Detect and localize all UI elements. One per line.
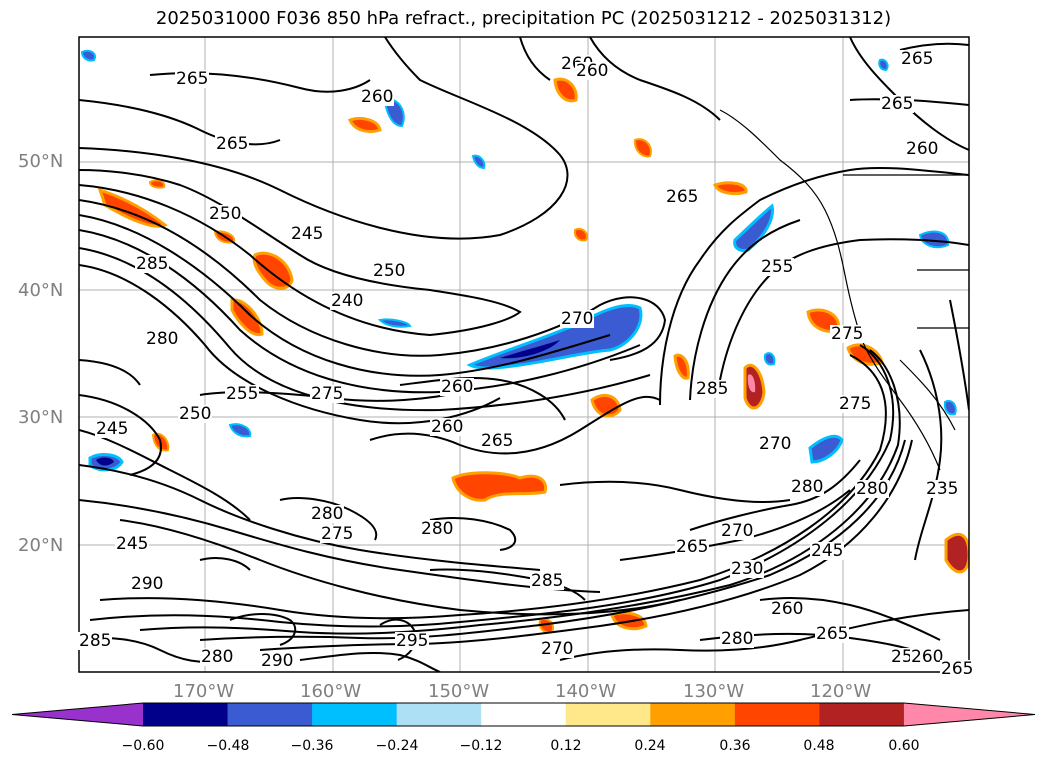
lat-label-50n: 50°N — [18, 151, 64, 172]
lat-label-40n: 40°N — [18, 280, 64, 301]
contour-label: 280 — [200, 647, 235, 667]
contour-label: 285 — [695, 379, 730, 399]
colorbar-label: −0.48 — [206, 738, 250, 754]
contour-label: 290 — [130, 574, 165, 594]
colorbar-extend-low — [12, 703, 143, 726]
colorbar-label: 0.12 — [550, 738, 582, 754]
contour-label: 260 — [430, 417, 465, 437]
contour-label: 280 — [310, 504, 345, 524]
contour-label: 275 — [320, 524, 355, 544]
contour-label: 280 — [855, 479, 890, 499]
colorbar-label: −0.36 — [290, 738, 334, 754]
contour-label: 265 — [815, 624, 850, 644]
contour-label: 265 — [940, 659, 975, 679]
colorbar-label: −0.12 — [459, 738, 503, 754]
contour-label: 245 — [115, 534, 150, 554]
contour-label: 265 — [480, 431, 515, 451]
contour-label: 275 — [838, 394, 873, 414]
contour-label: 270 — [540, 639, 575, 659]
contour-label: 260 — [440, 377, 475, 397]
contour-label: 285 — [530, 571, 565, 591]
contour-label: 250 — [208, 204, 243, 224]
colorbar-segment — [143, 703, 229, 726]
contour-label: 270 — [758, 434, 793, 454]
colorbar-segment — [312, 703, 398, 726]
colorbar-label: 0.60 — [888, 738, 920, 754]
contour-label: 285 — [78, 631, 113, 651]
contour-label: 245 — [290, 224, 325, 244]
contour-label: 245 — [810, 541, 845, 561]
contour-label: 250 — [372, 261, 407, 281]
contour-label: 270 — [560, 309, 595, 329]
contour-label: 280 — [720, 629, 755, 649]
contour-label: 275 — [310, 384, 345, 404]
colorbar-segment — [819, 703, 905, 726]
contour-label: 235 — [925, 479, 960, 499]
lon-label-160w: 160°W — [300, 681, 362, 702]
colorbar-label: −0.60 — [121, 738, 165, 754]
precip-negative — [80, 49, 957, 472]
lon-label-150w: 150°W — [428, 681, 490, 702]
lon-label-140w: 140°W — [555, 681, 617, 702]
colorbar-extend-high — [903, 703, 1035, 726]
colorbar-segment — [734, 703, 820, 726]
lat-label-20n: 20°N — [18, 535, 64, 556]
contour-label: 280 — [790, 477, 825, 497]
contour-label: 250 — [178, 404, 213, 424]
contour-label: 260 — [910, 647, 945, 667]
colorbar-segment — [650, 703, 736, 726]
contour-label: 260 — [360, 87, 395, 107]
colorbar-label: 0.24 — [634, 738, 666, 754]
lon-label-130w: 130°W — [683, 681, 745, 702]
colorbar-segment — [396, 703, 482, 726]
coastlines — [719, 109, 969, 471]
contour-label: 265 — [175, 69, 210, 89]
colorbar-outline — [11, 702, 1036, 727]
contour-label: 270 — [720, 521, 755, 541]
contour-label: 255 — [225, 384, 260, 404]
lon-label-120w: 120°W — [810, 681, 872, 702]
contour-label: 260 — [770, 599, 805, 619]
colorbar-label: 0.36 — [719, 738, 751, 754]
contour-label: 265 — [665, 187, 700, 207]
colorbar-label: −0.24 — [375, 738, 419, 754]
contour-label: 280 — [145, 329, 180, 349]
contour-label: 265 — [900, 49, 935, 69]
colorbar-segment — [227, 703, 313, 726]
contour-label: 260 — [905, 139, 940, 159]
contour-label: 260 — [575, 61, 610, 81]
contour-label: 240 — [330, 291, 365, 311]
colorbar-segment — [565, 703, 651, 726]
colorbar-segment — [481, 703, 567, 726]
map-title: 2025031000 F036 850 hPa refract., precip… — [155, 8, 892, 29]
contour-label: 280 — [420, 519, 455, 539]
lat-label-30n: 30°N — [18, 407, 64, 428]
contour-label: 290 — [260, 651, 295, 671]
precip-positive — [97, 77, 969, 634]
contour-label: 275 — [830, 324, 865, 344]
contour-label: 230 — [730, 559, 765, 579]
contour-label: 265 — [215, 134, 250, 154]
contour-label: 255 — [760, 257, 795, 277]
contour-label: 265 — [880, 94, 915, 114]
contour-label: 265 — [675, 537, 710, 557]
map-frame — [78, 36, 970, 673]
contour-label: 285 — [135, 254, 170, 274]
colorbar-label: 0.48 — [803, 738, 835, 754]
colorbar — [11, 702, 1036, 727]
contour-label: 245 — [95, 419, 130, 439]
lon-label-170w: 170°W — [173, 681, 235, 702]
contour-label: 295 — [395, 631, 430, 651]
